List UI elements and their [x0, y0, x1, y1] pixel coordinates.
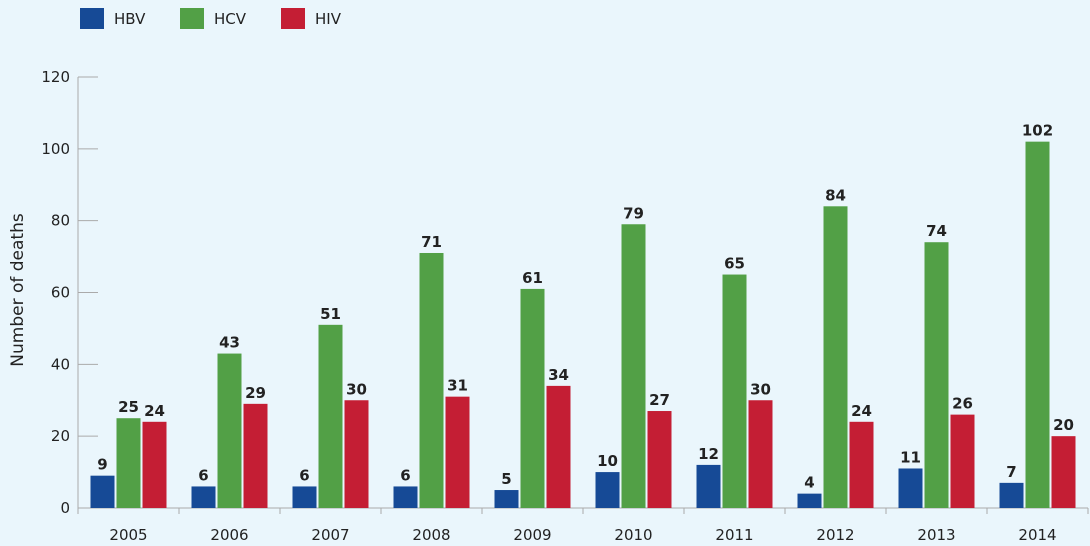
x-tick-label: 2011 [715, 526, 753, 544]
data-label-hbv-2014: 7 [1006, 463, 1016, 481]
bar-hcv-2005 [116, 418, 141, 508]
legend-swatch-hbv [80, 8, 104, 29]
data-label-hcv-2008: 71 [421, 233, 442, 251]
bar-hcv-2010 [621, 224, 646, 508]
legend: HBV HCV HIV [80, 8, 342, 29]
data-label-hiv-2011: 30 [750, 380, 771, 398]
bar-hcv-2011 [722, 274, 747, 508]
data-label-hcv-2010: 79 [623, 204, 644, 222]
data-label-hbv-2008: 6 [400, 466, 410, 484]
bar-hcv-2013 [924, 242, 949, 508]
legend-label-hiv: HIV [315, 10, 342, 28]
bar-hiv-2014 [1051, 436, 1076, 508]
bar-hiv-2013 [950, 414, 975, 508]
bar-hcv-2014 [1025, 141, 1050, 508]
bar-hbv-2008 [393, 486, 418, 508]
bar-hiv-2008 [445, 396, 470, 508]
data-label-hcv-2014: 102 [1022, 122, 1053, 140]
data-label-hbv-2013: 11 [900, 448, 921, 466]
x-tick-label: 2012 [816, 526, 854, 544]
data-label-hbv-2005: 9 [97, 456, 107, 474]
bar-hbv-2014 [999, 482, 1024, 508]
x-tick-label: 2005 [109, 526, 147, 544]
bar-hbv-2012 [797, 493, 822, 508]
bar-hcv-2006 [217, 353, 242, 508]
bar-hcv-2007 [318, 324, 343, 508]
data-label-hcv-2013: 74 [926, 222, 947, 240]
data-label-hbv-2006: 6 [198, 466, 208, 484]
legend-label-hbv: HBV [114, 10, 146, 28]
data-label-hiv-2012: 24 [851, 402, 872, 420]
data-label-hiv-2014: 20 [1053, 416, 1074, 434]
y-tick-label: 40 [51, 355, 70, 373]
data-label-hcv-2011: 65 [724, 255, 745, 273]
data-label-hcv-2006: 43 [219, 334, 240, 352]
legend-label-hcv: HCV [214, 10, 247, 28]
data-label-hbv-2007: 6 [299, 466, 309, 484]
bar-hbv-2006 [191, 486, 216, 508]
data-label-hcv-2007: 51 [320, 305, 341, 323]
y-axis-title: Number of deaths [8, 213, 28, 367]
data-labels: 9 25 24 6 43 29 6 51 30 6 71 31 5 61 34 10 79 27 12 65 30 4 84… [97, 122, 1074, 492]
data-label-hiv-2010: 27 [649, 391, 670, 409]
bar-hbv-2009 [494, 490, 519, 508]
bar-hbv-2005 [90, 475, 115, 508]
y-tick-label: 120 [41, 68, 70, 86]
bar-hiv-2005 [142, 421, 167, 508]
data-label-hbv-2009: 5 [501, 470, 511, 488]
data-label-hiv-2005: 24 [144, 402, 165, 420]
bar-hcv-2012 [823, 206, 848, 509]
data-label-hiv-2009: 34 [548, 366, 569, 384]
data-label-hcv-2005: 25 [118, 398, 139, 416]
x-tick-label: 2010 [614, 526, 652, 544]
y-tick-label: 100 [41, 140, 70, 158]
data-label-hiv-2008: 31 [447, 377, 468, 395]
data-label-hcv-2009: 61 [522, 269, 543, 287]
data-label-hbv-2010: 10 [597, 452, 618, 470]
x-tick-label: 2007 [311, 526, 349, 544]
bar-hiv-2010 [647, 411, 672, 508]
bar-hiv-2007 [344, 400, 369, 508]
x-tick-label: 2009 [513, 526, 551, 544]
data-label-hiv-2006: 29 [245, 384, 266, 402]
x-tick-label: 2006 [210, 526, 248, 544]
bar-hbv-2013 [898, 468, 923, 508]
bar-hcv-2008 [419, 252, 444, 508]
bar-hbv-2011 [696, 464, 721, 508]
y-tick-label: 80 [51, 212, 70, 230]
bar-hbv-2010 [595, 472, 620, 508]
data-label-hiv-2013: 26 [952, 395, 973, 413]
x-tick-label: 2008 [412, 526, 450, 544]
y-tick-label: 20 [51, 427, 70, 445]
bar-hiv-2012 [849, 421, 874, 508]
legend-swatch-hcv [180, 8, 204, 29]
legend-swatch-hiv [281, 8, 305, 29]
x-tick-label: 2013 [917, 526, 955, 544]
data-label-hcv-2012: 84 [825, 186, 846, 204]
x-tick-label: 2014 [1018, 526, 1056, 544]
bar-hiv-2009 [546, 385, 571, 508]
y-tick-label: 0 [60, 499, 70, 517]
bar-hiv-2011 [748, 400, 773, 508]
bars [90, 141, 1076, 509]
y-tick-label: 60 [51, 284, 70, 302]
bar-hcv-2009 [520, 288, 545, 508]
data-label-hbv-2012: 4 [804, 474, 814, 492]
bar-hbv-2007 [292, 486, 317, 508]
data-label-hiv-2007: 30 [346, 380, 367, 398]
bar-hiv-2006 [243, 403, 268, 508]
data-label-hbv-2011: 12 [698, 445, 719, 463]
axes: Number of deaths 0 20 40 60 80 100 120 2005 2006… [8, 68, 1089, 544]
